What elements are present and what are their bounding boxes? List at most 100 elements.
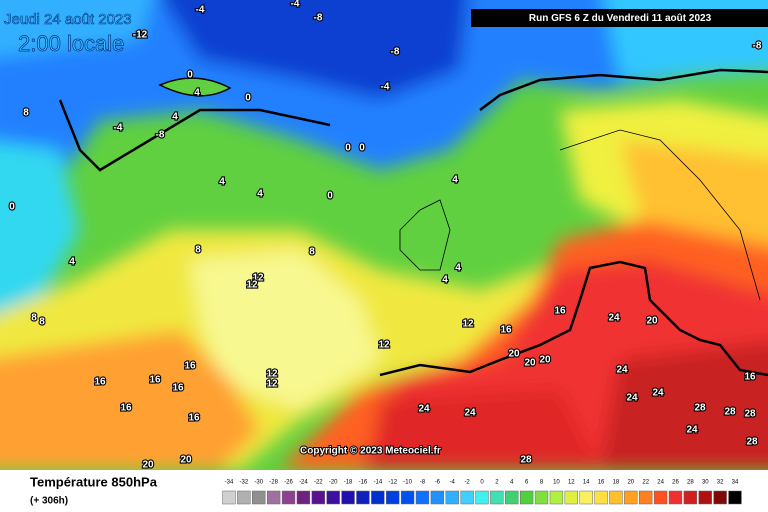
- contour-label: -12: [133, 30, 148, 41]
- copyright: Copyright © 2023 Meteociel.fr: [300, 446, 441, 457]
- legend-label: -34: [225, 480, 234, 486]
- contour-label: 28: [694, 403, 706, 414]
- contour-label: 4: [69, 257, 75, 268]
- contour-label: 8: [309, 247, 315, 258]
- legend-label: -6: [435, 480, 441, 486]
- contour-label: 24: [652, 388, 664, 399]
- contour-label: 20: [539, 355, 551, 366]
- legend-swatch: [624, 490, 638, 505]
- legend-swatch: [445, 490, 459, 505]
- legend-swatch: [653, 490, 668, 505]
- legend-swatch: [609, 490, 623, 505]
- contour-label: 16: [188, 413, 200, 424]
- legend-swatch: [341, 490, 355, 505]
- color-legend: -34 -32 -30 -28 -26 -24 -22 -20 -18 -16 -14 -12 -10-…: [222, 480, 742, 505]
- run-banner: [471, 9, 768, 27]
- contour-label: 20: [508, 349, 520, 360]
- contour-label: 12: [246, 280, 258, 291]
- contour-label: -4: [114, 123, 123, 134]
- legend-swatch: [579, 490, 593, 505]
- legend-swatch: [683, 490, 698, 505]
- legend-label: 28: [687, 480, 694, 486]
- coastlines: [58, 68, 768, 377]
- legend-swatch: [430, 490, 445, 505]
- legend-swatch: [594, 490, 608, 505]
- legend-swatch: [237, 490, 251, 505]
- contour-label: 28: [744, 409, 756, 420]
- contour-label: 12: [462, 319, 474, 330]
- legend-label: -22: [314, 480, 323, 486]
- contour-label: 4: [172, 112, 178, 123]
- contour-label: 0: [345, 143, 351, 154]
- legend-label: -20: [329, 480, 338, 486]
- legend-label: 2: [495, 480, 499, 486]
- legend-label: 18: [613, 480, 620, 486]
- legend-swatch: [222, 490, 236, 505]
- legend-swatch: [281, 490, 296, 505]
- legend-label: 30: [702, 480, 709, 486]
- legend-label: 0: [480, 480, 484, 486]
- contour-label: 20: [646, 316, 658, 327]
- contour-label: 16: [120, 403, 132, 414]
- legend-swatch: [475, 490, 489, 505]
- legend-swatch: [326, 490, 340, 505]
- legend-label: 10: [553, 480, 560, 486]
- legend-swatch: [460, 490, 474, 505]
- legend-label: -4: [450, 480, 456, 486]
- contour-label: 4: [194, 88, 200, 99]
- legend-label: -14: [373, 480, 382, 486]
- legend-swatch: [564, 490, 578, 505]
- legend-label: 4: [510, 480, 514, 486]
- contour-label: 0: [187, 70, 193, 81]
- legend-label: 6: [525, 480, 529, 486]
- contour-label: -8: [156, 130, 165, 141]
- legend-label: 16: [598, 480, 605, 486]
- legend-label: -30: [254, 480, 263, 486]
- contour-label: 20: [524, 358, 536, 369]
- legend-swatch: [266, 490, 281, 505]
- legend-label: 26: [672, 480, 679, 486]
- legend-label: 12: [568, 480, 575, 486]
- contour-label: 16: [172, 383, 184, 394]
- legend-label: -2: [464, 480, 470, 486]
- contour-label: 0: [327, 191, 333, 202]
- legend-label: -16: [359, 480, 368, 486]
- contour-label: 20: [180, 455, 192, 466]
- legend-swatch: [534, 490, 549, 505]
- contour-label: 16: [744, 372, 756, 383]
- legend-swatch: [296, 490, 311, 505]
- contour-label: 12: [378, 340, 390, 351]
- legend-label: -10: [403, 480, 412, 486]
- legend-label: 22: [642, 480, 649, 486]
- contour-label: 8: [39, 317, 45, 328]
- contour-label: -8: [314, 13, 323, 24]
- contour-label: 16: [149, 375, 161, 386]
- contour-label: 4: [452, 175, 458, 186]
- legend-swatch: [311, 490, 325, 505]
- variable-title: Température 850hPa: [30, 474, 158, 489]
- contour-label: 8: [23, 108, 29, 119]
- legend-swatch: [698, 490, 712, 505]
- legend-label: -24: [299, 480, 308, 486]
- contour-label: 0: [359, 143, 365, 154]
- legend-swatch: [549, 490, 564, 505]
- legend-label: 32: [717, 480, 724, 486]
- legend-swatch: [519, 490, 534, 505]
- contour-label: 12: [266, 379, 278, 390]
- contour-label: 4: [442, 275, 448, 286]
- contour-label: -4: [291, 0, 300, 10]
- contour-label: -8: [753, 41, 762, 52]
- legend-label: 20: [627, 480, 634, 486]
- legend-swatch: [356, 490, 370, 505]
- contour-label: 4: [257, 189, 263, 200]
- contour-label: 28: [724, 407, 736, 418]
- legend-label: -8: [420, 480, 426, 486]
- lead-time: (+ 306h): [30, 496, 68, 507]
- legend-swatch: [639, 490, 653, 505]
- contour-label: 24: [464, 408, 476, 419]
- legend-swatch: [371, 490, 385, 505]
- contour-label: -4: [381, 82, 390, 93]
- contour-label: 16: [184, 361, 196, 372]
